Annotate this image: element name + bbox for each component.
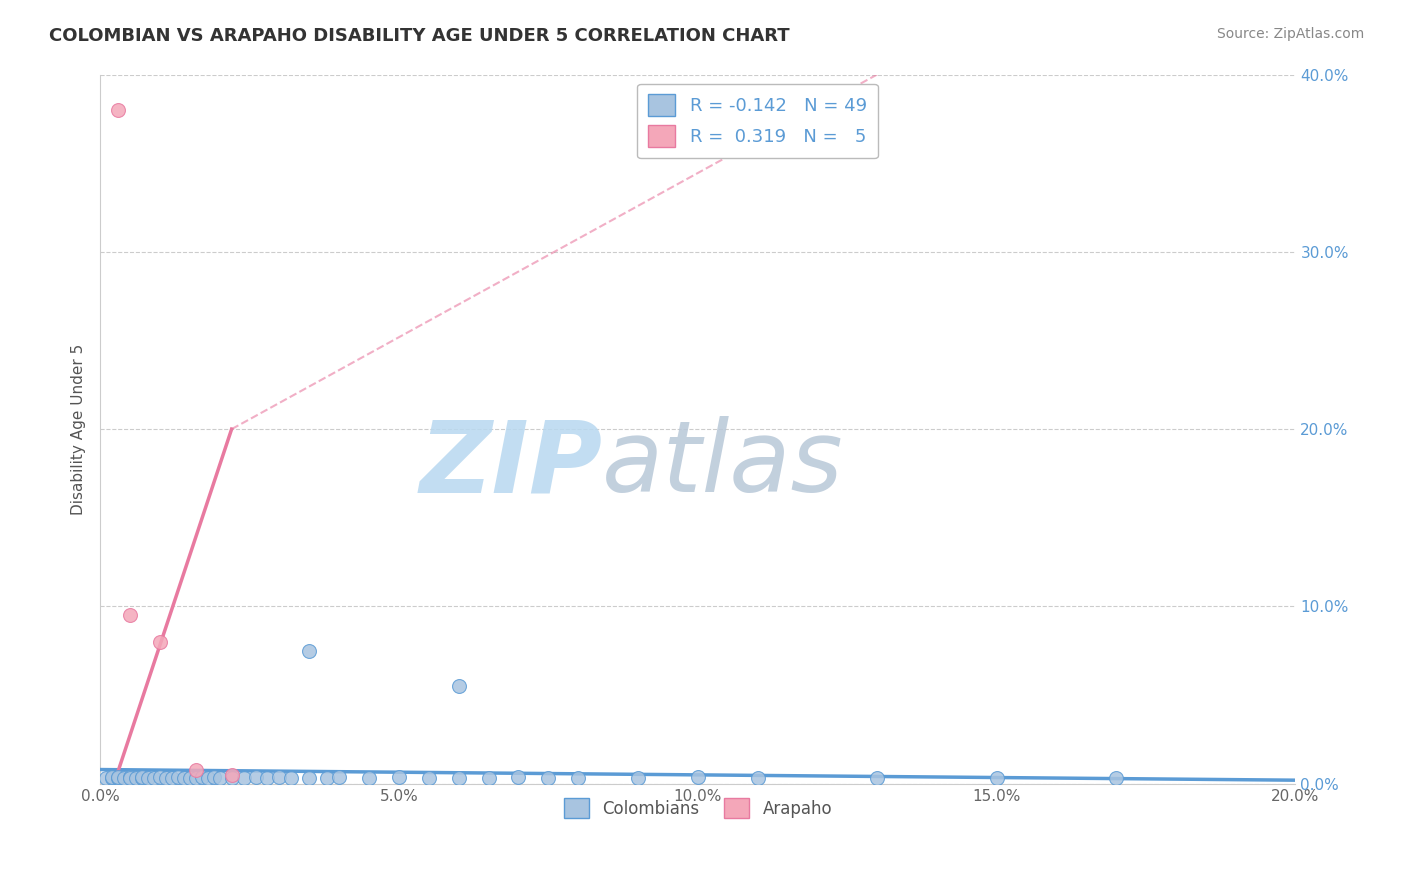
Point <box>447 679 470 693</box>
Point <box>173 772 195 786</box>
Point <box>107 103 129 117</box>
Point <box>125 772 148 786</box>
Point <box>208 772 231 786</box>
Point <box>118 770 141 784</box>
Point <box>136 772 159 786</box>
Point <box>160 772 183 786</box>
Point <box>418 772 440 786</box>
Point <box>316 772 339 786</box>
Point <box>627 772 650 786</box>
Point <box>190 770 212 784</box>
Point <box>142 772 165 786</box>
Point <box>567 772 589 786</box>
Legend: Colombians, Arapaho: Colombians, Arapaho <box>557 791 838 825</box>
Point <box>131 772 153 786</box>
Point <box>359 772 381 786</box>
Point <box>131 770 153 784</box>
Point <box>184 763 207 777</box>
Point <box>202 770 225 784</box>
Point <box>184 772 207 786</box>
Point <box>149 635 172 649</box>
Point <box>280 772 302 786</box>
Y-axis label: Disability Age Under 5: Disability Age Under 5 <box>72 343 86 515</box>
Point <box>447 772 470 786</box>
Point <box>112 772 135 786</box>
Point <box>986 772 1008 786</box>
Point <box>298 644 321 658</box>
Text: ZIP: ZIP <box>419 416 602 513</box>
Point <box>537 772 560 786</box>
Point <box>245 770 267 784</box>
Text: atlas: atlas <box>602 416 844 513</box>
Point <box>221 768 243 782</box>
Point <box>101 770 124 784</box>
Point <box>197 772 219 786</box>
Point <box>747 772 769 786</box>
Point <box>166 770 188 784</box>
Point <box>118 608 141 623</box>
Point <box>686 770 709 784</box>
Point <box>388 770 411 784</box>
Text: Source: ZipAtlas.com: Source: ZipAtlas.com <box>1216 27 1364 41</box>
Point <box>508 770 530 784</box>
Point <box>256 772 278 786</box>
Point <box>149 770 172 784</box>
Point <box>232 772 254 786</box>
Text: COLOMBIAN VS ARAPAHO DISABILITY AGE UNDER 5 CORRELATION CHART: COLOMBIAN VS ARAPAHO DISABILITY AGE UNDE… <box>49 27 790 45</box>
Point <box>179 772 201 786</box>
Point <box>328 770 350 784</box>
Point <box>269 770 291 784</box>
Point <box>298 772 321 786</box>
Point <box>94 772 117 786</box>
Point <box>118 772 141 786</box>
Point <box>1105 772 1128 786</box>
Point <box>866 772 889 786</box>
Point <box>221 772 243 786</box>
Point <box>101 772 124 786</box>
Point <box>107 770 129 784</box>
Point <box>107 772 129 786</box>
Point <box>478 772 501 786</box>
Point <box>155 772 177 786</box>
